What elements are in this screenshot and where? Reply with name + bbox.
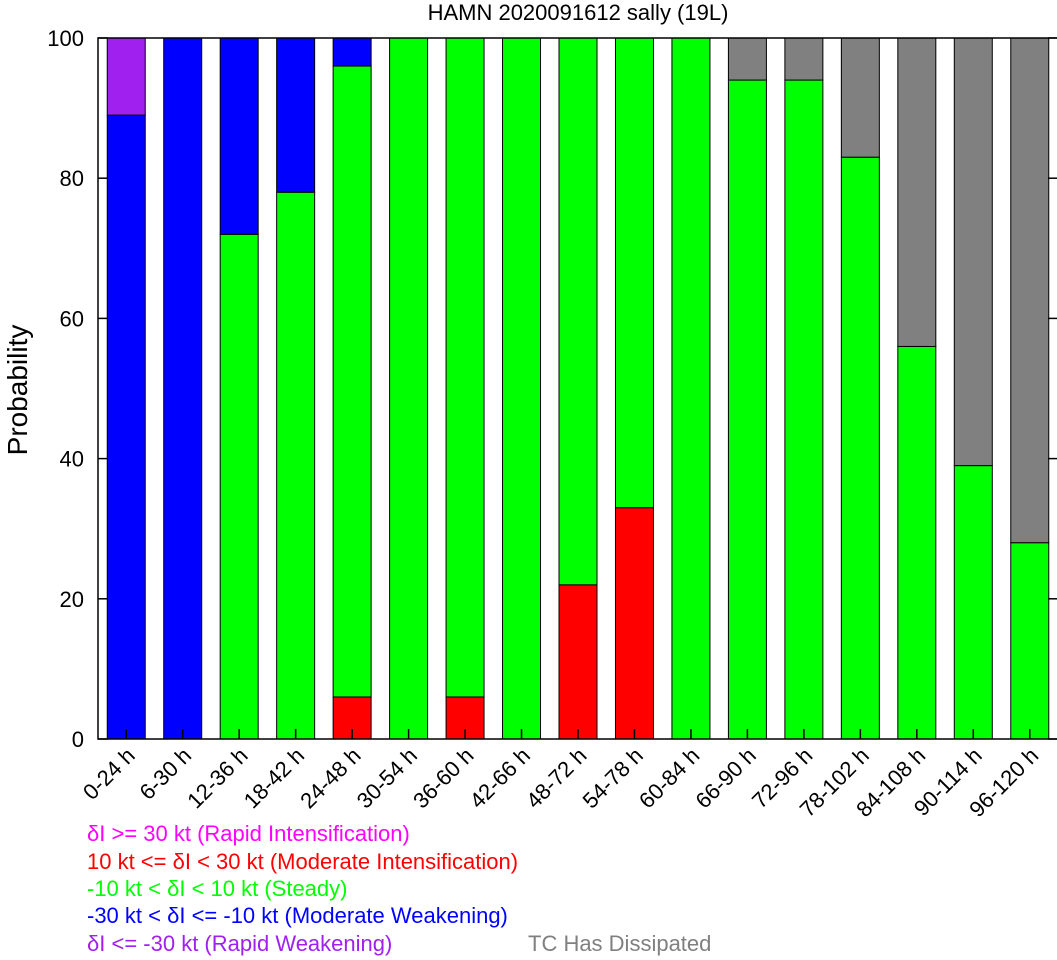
bar-steady-14 bbox=[897, 345, 937, 740]
y-tick-label-4: 80 bbox=[60, 166, 84, 191]
bar-dissipated-14 bbox=[897, 37, 937, 347]
x-tick-label-7: 42-66 h bbox=[465, 743, 535, 813]
bar-steady-7 bbox=[502, 37, 542, 740]
x-tick-label-4: 24-48 h bbox=[295, 743, 365, 813]
bar-mw-3 bbox=[276, 37, 316, 193]
y-tick-label-5: 100 bbox=[47, 26, 84, 51]
y-axis-label: Probability bbox=[2, 325, 33, 456]
legend-entry-2: -10 kt < δI < 10 kt (Steady) bbox=[87, 876, 347, 901]
bars-group bbox=[106, 37, 1050, 740]
bar-steady-10 bbox=[671, 37, 711, 740]
bar-steady-16 bbox=[1010, 542, 1050, 740]
bar-steady-9 bbox=[614, 37, 654, 509]
y-tick-label-2: 40 bbox=[60, 447, 84, 472]
bar-steady-12 bbox=[784, 79, 824, 740]
legend: δI >= 30 kt (Rapid Intensification) 10 kt… bbox=[87, 821, 711, 956]
bar-dissipated-11 bbox=[727, 37, 767, 81]
x-tick-label-5: 30-54 h bbox=[352, 743, 422, 813]
bar-rw-0 bbox=[106, 37, 146, 116]
x-tick-label-2: 12-36 h bbox=[182, 743, 252, 813]
bar-steady-8 bbox=[558, 37, 598, 586]
bar-dissipated-15 bbox=[953, 37, 993, 467]
y-tick-label-1: 20 bbox=[60, 587, 84, 612]
bar-dissipated-13 bbox=[840, 37, 880, 158]
x-tick-label-9: 54-78 h bbox=[578, 743, 648, 813]
bar-steady-6 bbox=[445, 37, 485, 698]
x-tick-label-0: 0-24 h bbox=[78, 743, 140, 805]
bar-mw-4 bbox=[332, 37, 372, 67]
legend-entry-4: δI <= -30 kt (Rapid Weakening) bbox=[87, 931, 392, 956]
bar-mw-2 bbox=[219, 37, 259, 235]
x-axis: 0-24 h6-30 h12-36 h18-42 h24-48 h30-54 h… bbox=[78, 729, 1043, 822]
x-tick-label-11: 66-90 h bbox=[691, 743, 761, 813]
y-tick-label-3: 60 bbox=[60, 306, 84, 331]
bar-mi-8 bbox=[558, 584, 598, 740]
bar-steady-2 bbox=[219, 233, 259, 740]
bar-mw-1 bbox=[163, 37, 203, 740]
bar-dissipated-12 bbox=[784, 37, 824, 81]
bar-steady-11 bbox=[727, 79, 767, 740]
y-axis: 0 20 40 60 80 100 bbox=[47, 26, 1057, 752]
legend-entry-5: TC Has Dissipated bbox=[528, 931, 711, 956]
x-tick-label-3: 18-42 h bbox=[239, 743, 309, 813]
x-tick-label-10: 60-84 h bbox=[634, 743, 704, 813]
x-tick-label-8: 48-72 h bbox=[521, 743, 591, 813]
bar-steady-5 bbox=[389, 37, 429, 740]
bar-steady-4 bbox=[332, 65, 372, 698]
legend-entry-3: -30 kt < δI <= -10 kt (Moderate Weakenin… bbox=[87, 903, 508, 928]
legend-entry-1: 10 kt <= δI < 30 kt (Moderate Intensific… bbox=[87, 849, 518, 874]
chart-title: HAMN 2020091612 sally (19L) bbox=[428, 0, 729, 25]
bar-steady-15 bbox=[953, 465, 993, 740]
bar-steady-13 bbox=[840, 156, 880, 740]
legend-entry-0: δI >= 30 kt (Rapid Intensification) bbox=[87, 821, 410, 846]
bar-dissipated-16 bbox=[1010, 37, 1050, 544]
bar-steady-3 bbox=[276, 191, 316, 740]
y-tick-label-0: 0 bbox=[72, 727, 84, 752]
bar-mi-9 bbox=[614, 507, 654, 740]
bar-mw-0 bbox=[106, 114, 146, 740]
x-tick-label-6: 36-60 h bbox=[408, 743, 478, 813]
